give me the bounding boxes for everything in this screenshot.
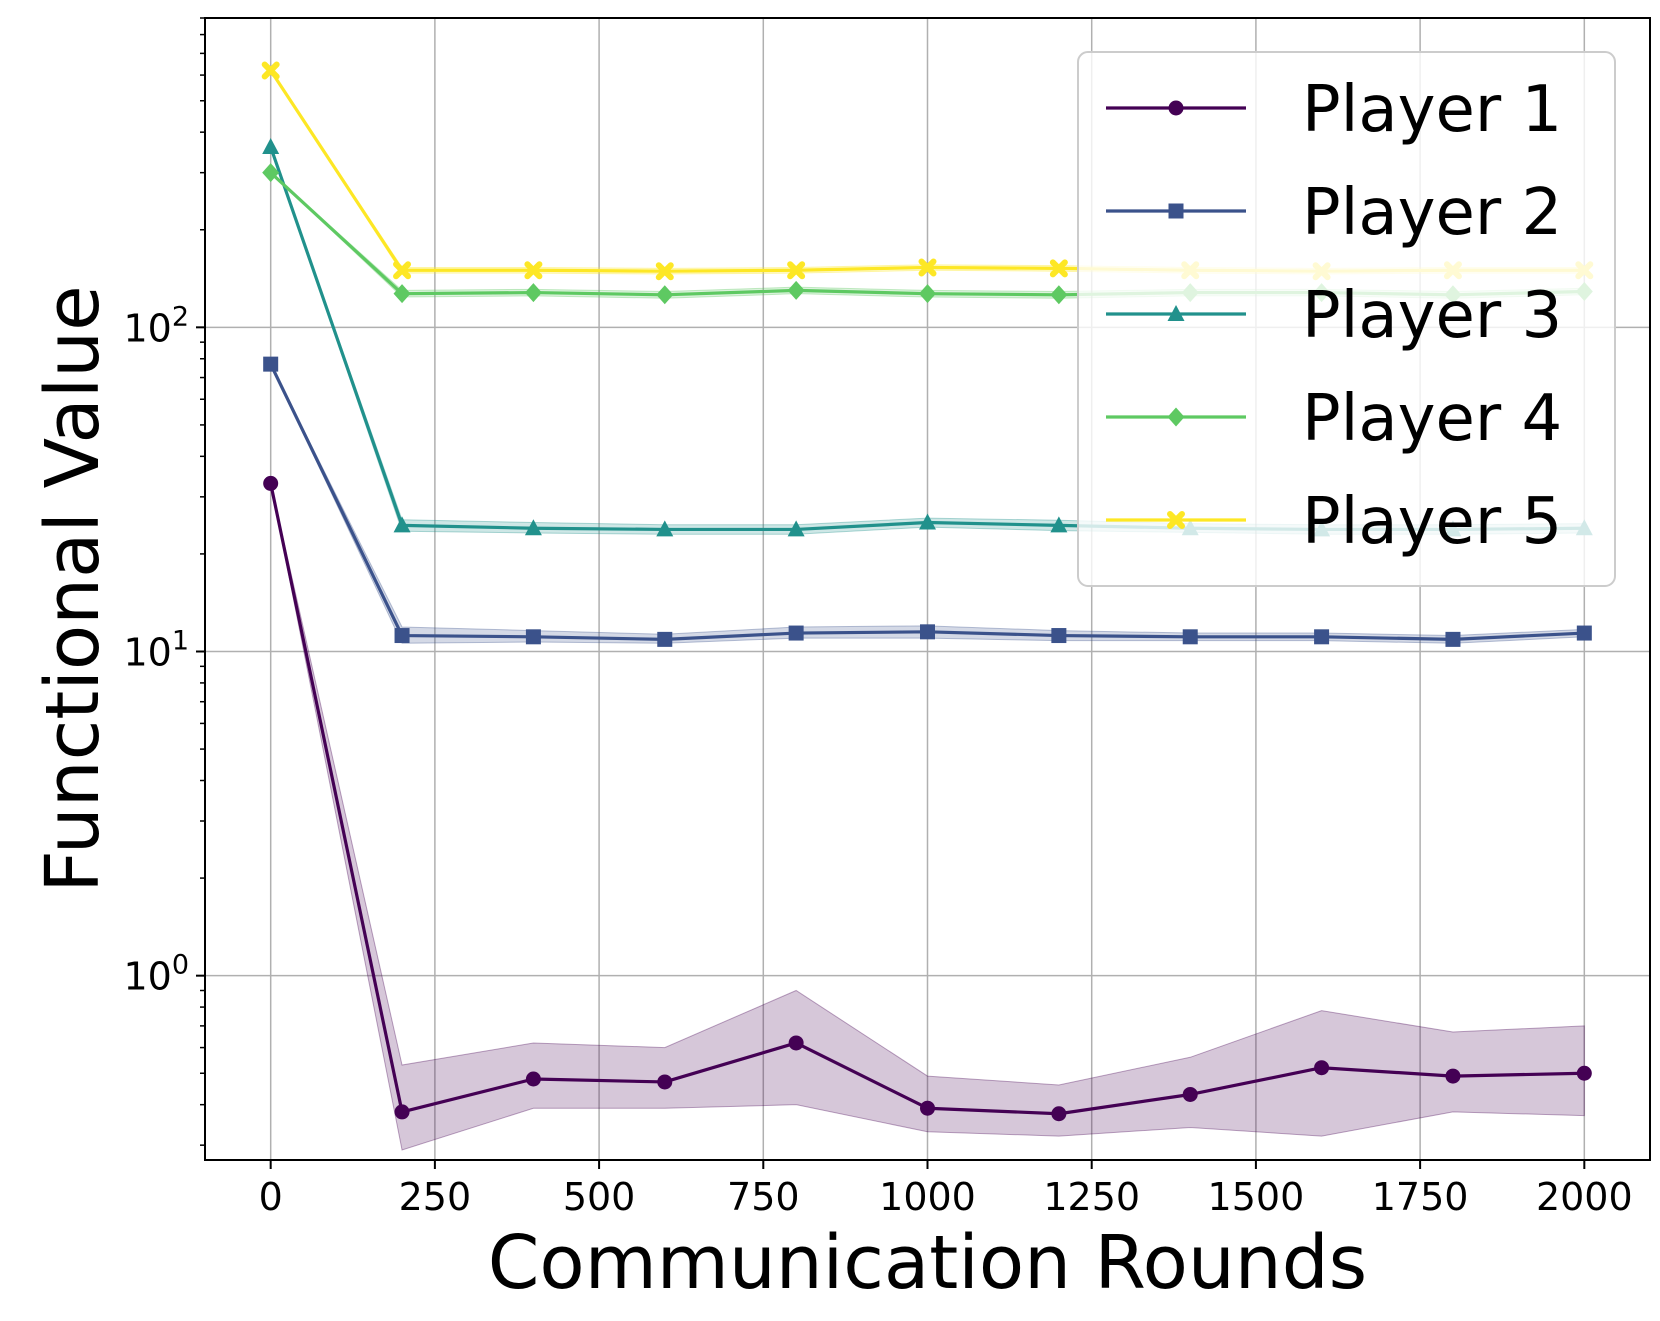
- legend-marker-player-1: [1168, 100, 1184, 116]
- legend-marker-player-2: [1168, 203, 1184, 219]
- player-4-point: [393, 284, 411, 304]
- player-4-point: [262, 163, 280, 183]
- player-1-point: [1314, 1060, 1330, 1076]
- player-1-point: [1182, 1086, 1198, 1102]
- player-3-point: [787, 520, 805, 537]
- player-1-point: [1051, 1106, 1067, 1122]
- player-1-point: [1445, 1068, 1461, 1084]
- y-tick-label: 102: [123, 301, 189, 350]
- player-1-point: [394, 1104, 410, 1120]
- player-5-point: [393, 261, 412, 280]
- player-3-point: [393, 516, 411, 533]
- legend-label-player-4: Player 4: [1302, 382, 1562, 456]
- x-tick-label: 1750: [1372, 1175, 1469, 1219]
- x-tick-label: 1000: [879, 1175, 976, 1219]
- y-tick-label: 101: [123, 626, 189, 675]
- player-2-point: [394, 628, 410, 644]
- x-tick-label: 1500: [1208, 1175, 1305, 1219]
- player-2-point: [263, 356, 279, 372]
- y-tick-label: 100: [123, 950, 189, 999]
- player-2-point: [788, 625, 804, 641]
- player-5-point: [524, 261, 543, 280]
- player-2-point: [1576, 625, 1592, 641]
- x-tick-label: 500: [563, 1175, 636, 1219]
- player-2-point: [1445, 631, 1461, 647]
- player-2-point: [1182, 629, 1198, 645]
- player-5-point: [787, 261, 806, 280]
- player-3-point: [524, 519, 542, 536]
- player-1-point: [263, 475, 279, 491]
- x-tick-label: 1250: [1043, 1175, 1140, 1219]
- legend-box: [1077, 51, 1616, 587]
- player-3-point: [656, 520, 674, 537]
- player-5-point: [261, 61, 280, 80]
- y-axis-title: Functional Value: [30, 285, 116, 892]
- player-2-point: [1314, 629, 1330, 645]
- player-4-point: [919, 284, 936, 304]
- player-1-point: [920, 1100, 935, 1116]
- player-5-point: [918, 258, 937, 277]
- x-tick-label: 750: [727, 1175, 800, 1219]
- player-1-point: [788, 1035, 804, 1051]
- player-1-point: [1576, 1065, 1592, 1081]
- axis-ticks: 0 250 500 750 1000 1250 1500 1750 2000 100 101 102: [123, 17, 1633, 1219]
- x-axis-title: Communication Rounds: [488, 1220, 1367, 1306]
- player-3-point: [262, 137, 280, 154]
- player-1-point: [657, 1074, 673, 1090]
- player-4-point: [1050, 285, 1068, 305]
- legend: Player 1 Player 2 Player 3 Player 4 Player 5: [1077, 51, 1616, 587]
- legend-marker-player-3: [1167, 305, 1185, 321]
- x-tick-label: 250: [399, 1175, 472, 1219]
- player-4-point: [524, 283, 542, 303]
- legend-marker-player-5: [1167, 511, 1185, 529]
- player-4-point: [787, 280, 805, 300]
- player-3-point: [919, 513, 936, 530]
- player-1-point: [525, 1071, 541, 1087]
- x-tick-label: 2000: [1536, 1175, 1633, 1219]
- legend-label-player-2: Player 2: [1302, 176, 1562, 250]
- player-2-point: [525, 629, 541, 645]
- legend-label-player-3: Player 3: [1302, 279, 1562, 353]
- legend-label-player-5: Player 5: [1302, 485, 1562, 559]
- legend-marker-player-4: [1167, 407, 1185, 427]
- player-5-point: [1049, 259, 1068, 278]
- player-2-point: [657, 631, 673, 647]
- legend-label-player-1: Player 1: [1302, 73, 1562, 147]
- player-2-point: [920, 624, 935, 640]
- player-3-point: [1050, 516, 1068, 533]
- player-4-point: [656, 285, 674, 305]
- x-tick-label: 0: [259, 1175, 283, 1219]
- player-2-point: [1051, 628, 1067, 644]
- player-5-point: [655, 262, 674, 281]
